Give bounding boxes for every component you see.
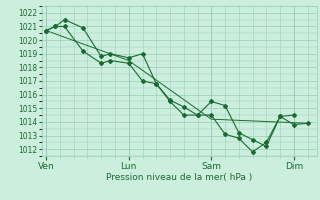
X-axis label: Pression niveau de la mer( hPa ): Pression niveau de la mer( hPa ) — [106, 173, 252, 182]
